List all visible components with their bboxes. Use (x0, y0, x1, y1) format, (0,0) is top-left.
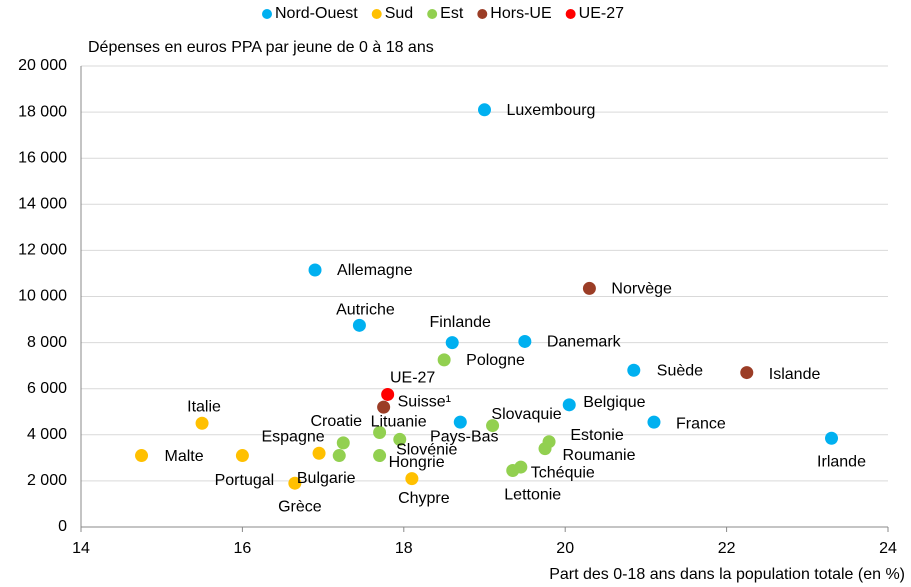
point-label: Grèce (278, 498, 322, 515)
point (562, 398, 576, 412)
point (332, 449, 346, 463)
point (478, 103, 491, 117)
point-label: Pays-Bas (430, 428, 498, 445)
y-tick-label: 4 000 (27, 426, 67, 443)
y-tick-label: 12 000 (18, 242, 67, 259)
point (740, 366, 754, 380)
legend-label: Hors-UE (490, 5, 551, 22)
point-label: Norvège (611, 281, 672, 298)
point-label: Slovénie (396, 442, 457, 459)
point-label: Lettonie (504, 487, 561, 504)
legend-label: Est (440, 5, 464, 22)
point (288, 476, 302, 490)
point (627, 363, 641, 377)
point (582, 281, 596, 295)
point (308, 263, 322, 277)
point-label: Italie (187, 398, 221, 415)
point-label: Bulgarie (297, 470, 356, 487)
point-label: Luxembourg (507, 102, 596, 119)
legend-marker (371, 9, 382, 19)
point (235, 449, 249, 463)
point-label: Pologne (466, 352, 525, 369)
x-tick-label: 22 (718, 540, 736, 557)
y-tick-label: 18 000 (18, 103, 67, 120)
point (538, 442, 552, 456)
point (405, 472, 419, 486)
legend-marker (477, 9, 488, 19)
point (486, 419, 500, 433)
legend-marker (565, 9, 576, 19)
point-label: France (676, 415, 726, 432)
y-tick-label: 0 (58, 518, 67, 535)
point (647, 415, 661, 429)
x-axis-label: Part des 0-18 ans dans la population tot… (549, 566, 905, 583)
legend-label: Sud (385, 5, 413, 22)
point-label: Finlande (430, 314, 491, 331)
point (518, 334, 532, 348)
x-tick-label: 20 (556, 540, 574, 557)
point-label: Portugal (215, 472, 275, 489)
point (445, 336, 459, 350)
point-label: Espagne (261, 428, 324, 445)
point-label: Allemagne (337, 262, 413, 279)
legend-marker (427, 9, 438, 19)
point-label: Estonie (570, 427, 623, 444)
point (135, 449, 149, 463)
legend-label: UE-27 (579, 5, 624, 22)
point-label: Hongrie (389, 454, 445, 471)
x-tick-label: 16 (234, 540, 252, 557)
y-tick-label: 16 000 (18, 149, 67, 166)
y-axis-label: Dépenses en euros PPA par jeune de 0 à 1… (88, 39, 434, 56)
point (381, 387, 395, 401)
y-tick-label: 14 000 (18, 196, 67, 213)
point (377, 400, 391, 414)
y-tick-label: 10 000 (18, 288, 67, 305)
point-label: Suisse¹ (398, 393, 451, 410)
point (437, 353, 451, 367)
x-tick-label: 14 (72, 540, 90, 557)
point-label: Malte (165, 448, 204, 465)
legend-label: Nord-Ouest (275, 5, 358, 22)
point-label: Chypre (398, 490, 450, 507)
point (195, 416, 209, 430)
legend-marker (262, 9, 272, 19)
point-label: Danemark (547, 334, 622, 351)
point-label: Croatie (310, 413, 362, 430)
point (373, 425, 387, 439)
point (336, 436, 350, 450)
point-label: Autriche (336, 302, 395, 319)
point-label: Belgique (583, 394, 645, 411)
y-tick-label: 2 000 (27, 472, 67, 489)
point-label: Lituanie (371, 414, 427, 431)
point (373, 449, 387, 463)
y-tick-label: 8 000 (27, 334, 67, 351)
point (825, 431, 839, 445)
point (453, 415, 467, 429)
point-label: Islande (769, 366, 821, 383)
x-tick-label: 18 (395, 540, 413, 557)
point (352, 318, 366, 332)
point-label: Slovaquie (491, 406, 561, 423)
point-label: Irlande (817, 453, 866, 470)
point (393, 432, 407, 446)
point (312, 446, 326, 460)
x-tick-label: 24 (879, 540, 897, 557)
y-tick-label: 6 000 (27, 380, 67, 397)
point-label: Tchéquie (531, 464, 595, 481)
point-label: Roumanie (563, 447, 636, 464)
point (506, 464, 520, 478)
y-tick-label: 20 000 (18, 57, 67, 74)
point-label: Suède (657, 362, 703, 379)
point-label: UE-27 (390, 370, 435, 387)
